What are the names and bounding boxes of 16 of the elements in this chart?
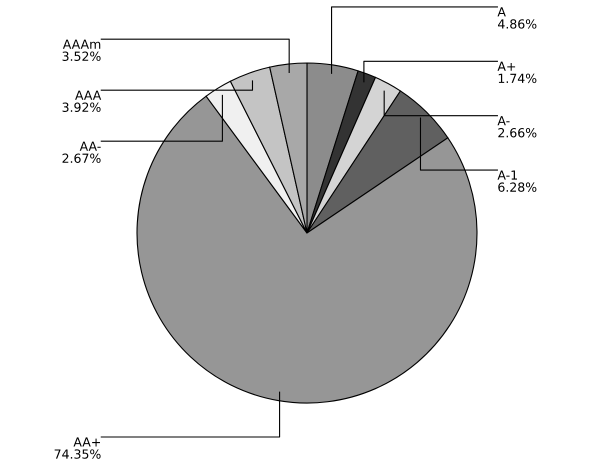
data-label: 3.52% (62, 52, 101, 61)
slice-label: AA+ (73, 437, 100, 446)
data-label: 4.86% (498, 19, 536, 29)
data-label: 2.67% (62, 154, 101, 163)
slice-label: A+ (498, 62, 516, 71)
data-label: 1.74% (498, 74, 536, 84)
data-label: 6.28% (498, 182, 536, 192)
data-label: 74.35% (54, 449, 101, 459)
slice-label: A- (498, 116, 510, 126)
slice-label: AA- (80, 142, 101, 151)
data-label: 3.92% (62, 102, 101, 112)
slice-label: AAAm (62, 40, 100, 49)
slice-label: A-1 (498, 170, 517, 180)
data-label: 2.66% (498, 128, 536, 138)
slice-label: A (498, 7, 506, 16)
slice-label: AAA (75, 90, 102, 100)
